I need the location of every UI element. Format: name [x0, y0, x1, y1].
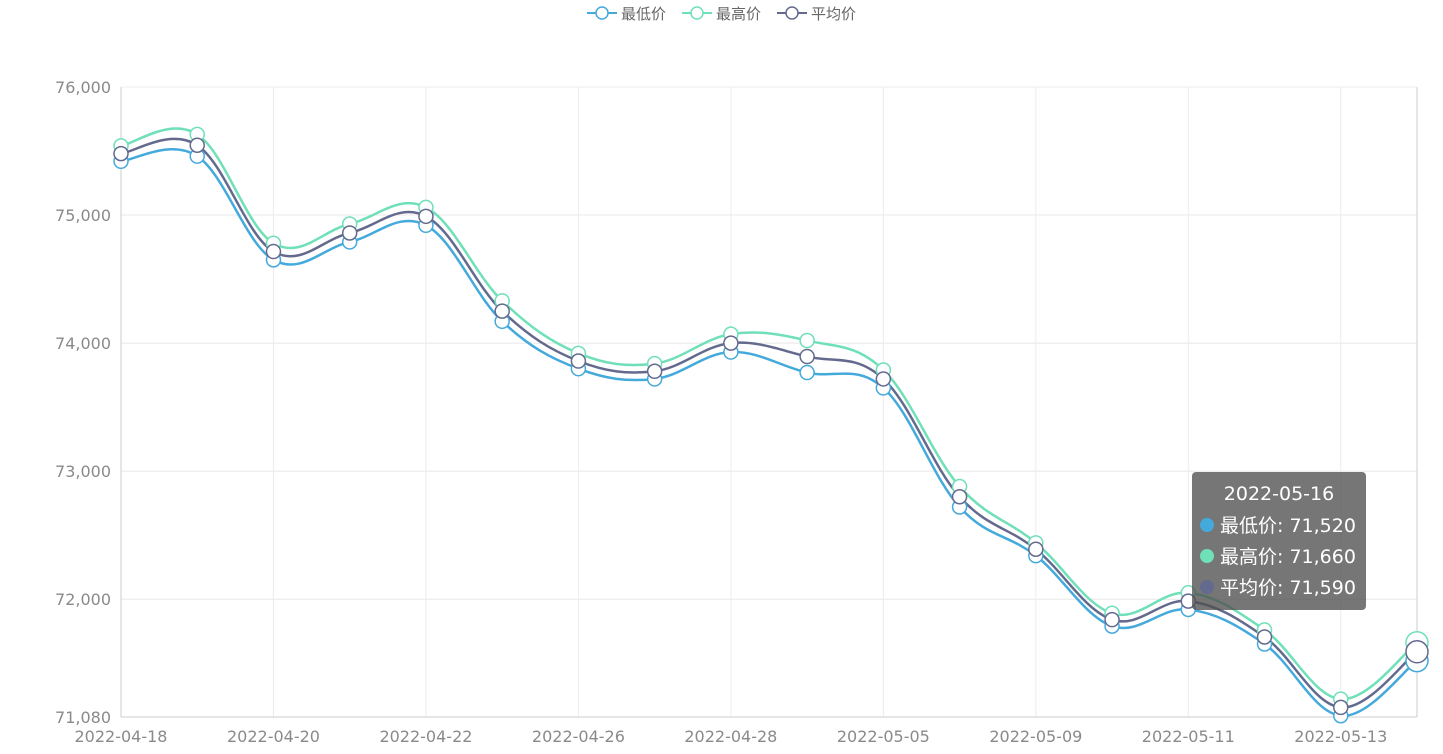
x-tick-label: 2022-04-26: [532, 727, 625, 746]
tooltip-low-value: 最低价: 71,520: [1220, 515, 1356, 537]
series-2-point: [1028, 541, 1044, 558]
series-2-point: [570, 353, 587, 369]
x-tick-label: 2022-04-22: [379, 727, 472, 746]
y-tick-label: 75,000: [55, 206, 111, 225]
y-tick-label: 73,000: [55, 462, 111, 481]
series-2-point: [646, 363, 663, 380]
tooltip-avg-dot-icon: [1200, 579, 1214, 594]
x-tick-label: 2022-04-28: [684, 727, 777, 746]
tooltip-row-high: 最高价: 71,660: [1200, 540, 1366, 571]
tooltip: 2022-05-16 最低价: 71,520 最高价: 71,660 平均价: …: [1192, 472, 1366, 610]
series-2-point: [265, 243, 282, 260]
series-2-point: [341, 225, 358, 241]
series-0-point: [799, 364, 815, 381]
legend-avg-line-icon: [777, 6, 807, 20]
tooltip-avg-value: 平均价: 71,590: [1220, 577, 1356, 599]
tooltip-low-dot-icon: [1200, 517, 1214, 532]
legend-item-high[interactable]: 最高价: [681, 3, 761, 24]
series-line-0: [120, 148, 1418, 717]
x-tick-label: 2022-04-20: [227, 727, 320, 746]
x-tick-label: 2022-05-11: [1142, 727, 1235, 746]
series-2-point: [1256, 629, 1273, 645]
x-tick-label: 2022-04-18: [75, 727, 168, 746]
y-tick-label: 71,080: [55, 708, 111, 727]
tooltip-high-value: 最高价: 71,660: [1220, 546, 1356, 568]
legend-low-line-icon: [586, 6, 617, 20]
series-2-point: [1104, 611, 1120, 628]
y-tick-label: 76,000: [55, 78, 111, 97]
series-2-point: [1405, 639, 1429, 664]
legend-item-avg[interactable]: 平均价: [777, 3, 856, 24]
tooltip-date: 2022-05-16: [1223, 483, 1335, 505]
legend-label-low: 最低价: [620, 4, 666, 23]
legend-item-low[interactable]: 最低价: [586, 3, 666, 24]
series-2-point: [951, 489, 968, 505]
series-2-point: [494, 303, 510, 319]
legend-label-high: 最高价: [715, 4, 761, 23]
tooltip-high-dot-icon: [1200, 548, 1214, 563]
legend-label-avg: 平均价: [811, 4, 857, 23]
x-tick-label: 2022-05-13: [1294, 727, 1387, 746]
x-tick-label: 2022-05-09: [989, 727, 1082, 746]
tooltip-row-avg: 平均价: 71,590: [1200, 571, 1366, 602]
tooltip-row-low: 最低价: 71,520: [1200, 509, 1366, 540]
series-2-point: [113, 145, 129, 162]
y-tick-label: 72,000: [55, 590, 111, 609]
series-2-point: [799, 348, 815, 365]
series-line-1: [120, 127, 1418, 701]
series-2-point: [189, 137, 205, 154]
legend-high-line-icon: [681, 6, 712, 20]
series-line-2: [120, 137, 1418, 709]
series-2-point: [723, 335, 739, 351]
series-2-point: [1333, 699, 1349, 716]
series-2-point: [418, 208, 434, 225]
series-2-point: [875, 371, 892, 387]
y-tick-label: 74,000: [55, 334, 111, 353]
legend: 最低价 最高价 平均价: [0, 0, 1443, 26]
series-1-point: [799, 332, 815, 349]
x-tick-label: 2022-05-05: [837, 727, 930, 746]
